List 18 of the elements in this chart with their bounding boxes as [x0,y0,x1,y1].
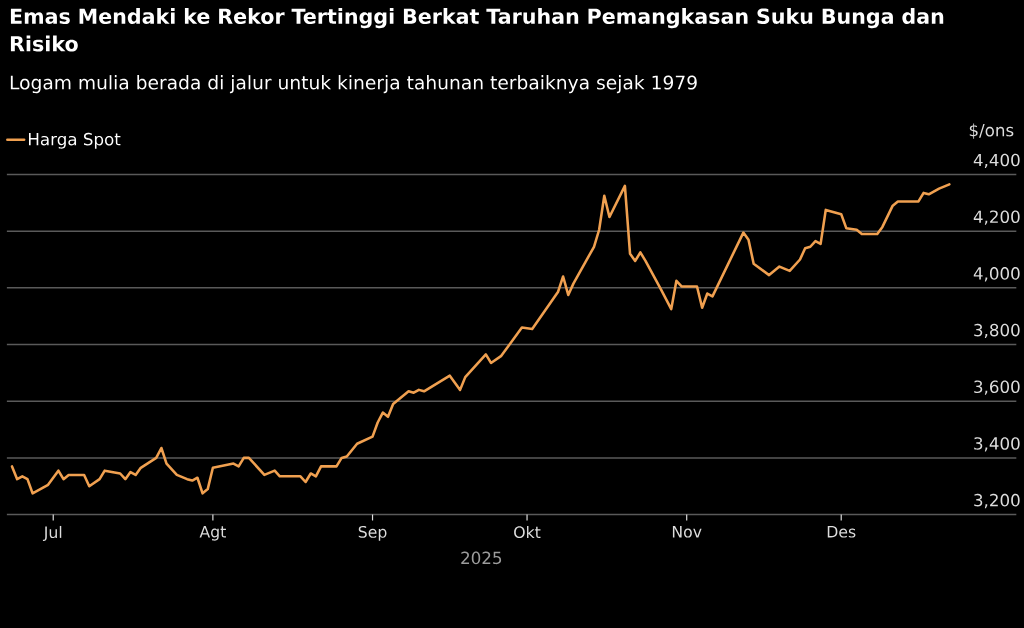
y-tick-label: 3,400 [974,437,1020,452]
chart-title: Emas Mendaki ke Rekor Tertinggi Berkat Taruhan Pemangkasan Suku Bunga dan Risiko [10,8,944,52]
y-tick-label: 3,200 [974,493,1020,509]
y-tick-label: 4,400 [973,153,1020,169]
y-tick-label: 3,800 [974,323,1020,339]
x-tick-label: Jul [42,525,62,542]
chart-subtitle: Logam mulia berada di jalur untuk kinerja tahunan terbaiknya sejak 1979 [10,75,697,94]
legend-label: Harga Spot [29,132,121,149]
x-tick-label: Agt [199,525,226,541]
x-tick-label: Okt [514,525,541,539]
y-axis-title: $/ons [969,123,1014,139]
x-tick-label: Des [827,525,856,538]
y-tick-label: 4,200 [973,210,1020,225]
y-tick-label: 4,000 [973,267,1020,282]
x-tick-label: Sep [358,525,387,541]
y-tick-label: 3,600 [974,380,1020,395]
x-axis-title: 2025 [461,551,502,565]
x-tick-label: Nov [672,525,702,538]
